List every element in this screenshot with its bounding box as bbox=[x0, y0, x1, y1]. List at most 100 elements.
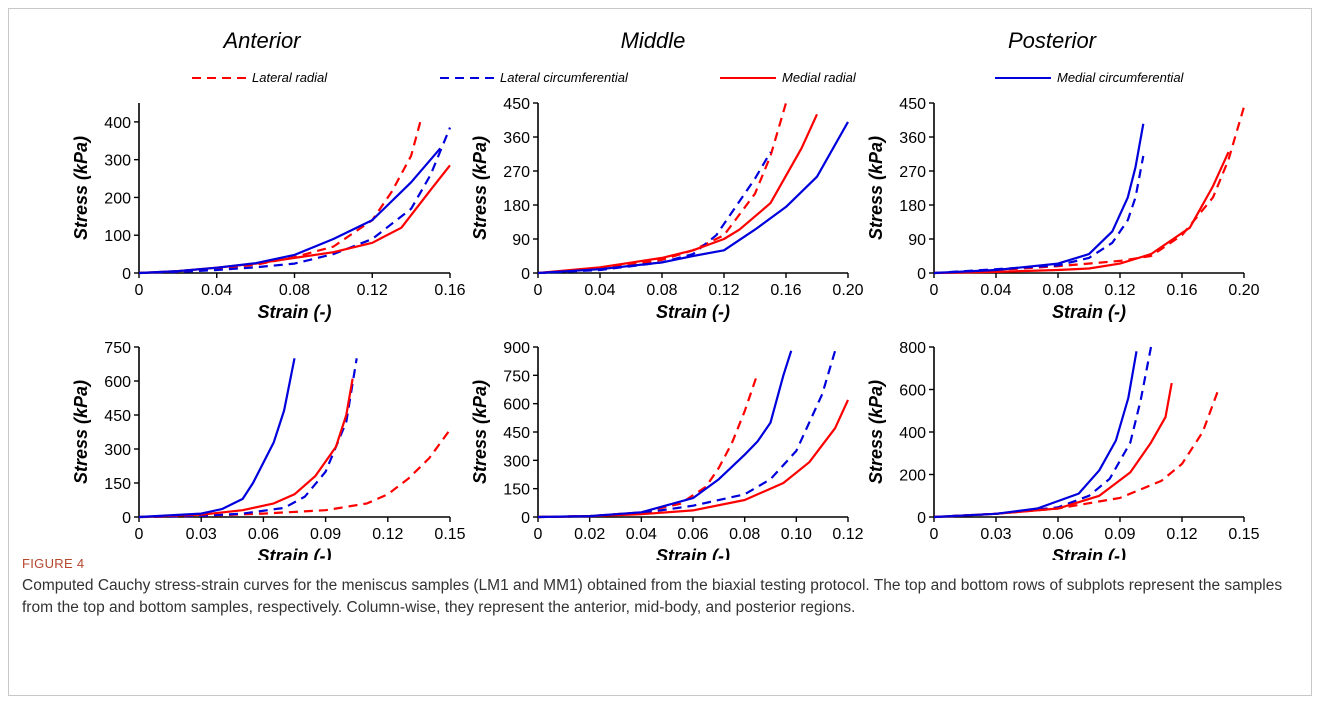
y-tick-label: 100 bbox=[104, 228, 131, 245]
y-tick-label: 600 bbox=[899, 383, 926, 400]
y-tick-label: 600 bbox=[104, 374, 131, 391]
series-line-medial-circumferential bbox=[933, 351, 1138, 519]
y-tick-label: 180 bbox=[503, 198, 530, 215]
series-line-medial-radial bbox=[537, 399, 850, 519]
y-tick-label: 300 bbox=[104, 153, 131, 170]
column-title-anterior: Anterior bbox=[221, 28, 302, 53]
y-axis-label: Stress (kPa) bbox=[866, 380, 886, 484]
series-line-lateral-radial bbox=[138, 119, 422, 275]
y-tick-label: 0 bbox=[521, 510, 530, 527]
y-tick-label: 900 bbox=[503, 340, 530, 357]
x-tick-label: 0.04 bbox=[626, 526, 657, 543]
chart-bottom-anterior: 0 0.03 0.06 0.09 0.12 0.15 0 150 300 450 600 750 Str… bbox=[71, 340, 466, 560]
series-line-lateral-radial bbox=[138, 429, 451, 519]
y-tick-label: 90 bbox=[512, 232, 530, 249]
y-tick-label: 270 bbox=[503, 164, 530, 181]
y-tick-label: 360 bbox=[503, 130, 530, 147]
stress-strain-figure: Anterior Middle Posterior Lateral radial La… bbox=[71, 28, 1260, 560]
series-line-lateral-circumferential bbox=[537, 151, 772, 275]
y-tick-label: 150 bbox=[503, 482, 530, 499]
x-tick-label: 0.12 bbox=[1104, 282, 1135, 299]
series-line-medial-radial bbox=[138, 378, 354, 519]
legend-label-medial-circumferential: Medial circumferential bbox=[1057, 70, 1185, 85]
y-tick-label: 800 bbox=[899, 340, 926, 357]
series-line-lateral-circumferential bbox=[537, 350, 837, 519]
x-tick-label: 0.12 bbox=[372, 526, 403, 543]
x-axis-label: Strain (-) bbox=[656, 546, 730, 560]
y-tick-label: 450 bbox=[104, 408, 131, 425]
x-tick-label: 0.04 bbox=[584, 282, 615, 299]
series-line-lateral-circumferential bbox=[933, 155, 1145, 275]
y-tick-label: 0 bbox=[917, 510, 926, 527]
y-tick-label: 200 bbox=[104, 190, 131, 207]
x-axis-label: Strain (-) bbox=[258, 546, 332, 560]
series-line-lateral-circumferential bbox=[138, 358, 358, 519]
series-line-medial-circumferential bbox=[933, 123, 1145, 275]
legend-label-lateral-circumferential: Lateral circumferential bbox=[500, 70, 629, 85]
chart-top-middle: 0 0.04 0.08 0.12 0.16 0.20 0 90 180 270 360 450 Stra… bbox=[470, 96, 864, 322]
x-tick-label: 0.06 bbox=[1042, 526, 1073, 543]
series-line-medial-circumferential bbox=[138, 147, 442, 275]
x-tick-label: 0 bbox=[135, 526, 144, 543]
column-titles: Anterior Middle Posterior bbox=[221, 28, 1097, 53]
y-tick-label: 750 bbox=[503, 368, 530, 385]
x-tick-label: 0.12 bbox=[832, 526, 863, 543]
series-line-medial-radial bbox=[933, 382, 1173, 519]
x-tick-label: 0 bbox=[930, 282, 939, 299]
x-tick-label: 0.15 bbox=[1228, 526, 1259, 543]
y-tick-label: 0 bbox=[521, 266, 530, 283]
x-tick-label: 0.16 bbox=[1166, 282, 1197, 299]
x-tick-label: 0.09 bbox=[1104, 526, 1135, 543]
x-tick-label: 0.06 bbox=[677, 526, 708, 543]
y-axis-label: Stress (kPa) bbox=[470, 136, 490, 240]
chart-top-posterior: 0 0.04 0.08 0.12 0.16 0.20 0 90 180 270 360 450 Stra… bbox=[866, 96, 1260, 322]
y-axis-label: Stress (kPa) bbox=[866, 136, 886, 240]
y-tick-label: 450 bbox=[503, 425, 530, 442]
y-tick-label: 90 bbox=[908, 232, 926, 249]
x-tick-label: 0 bbox=[534, 282, 543, 299]
x-tick-label: 0.12 bbox=[708, 282, 739, 299]
series-line-medial-circumferential bbox=[537, 350, 793, 519]
y-tick-label: 750 bbox=[104, 340, 131, 357]
x-tick-label: 0.16 bbox=[434, 282, 465, 299]
x-tick-label: 0 bbox=[135, 282, 144, 299]
figure-caption: FIGURE 4 Computed Cauchy stress-strain c… bbox=[22, 556, 1292, 619]
legend-label-lateral-radial: Lateral radial bbox=[252, 70, 328, 85]
caption-text: Computed Cauchy stress-strain curves for… bbox=[22, 577, 1283, 616]
figure-frame bbox=[8, 8, 1312, 696]
x-axis-label: Strain (-) bbox=[1052, 302, 1126, 322]
y-tick-label: 300 bbox=[503, 453, 530, 470]
x-tick-label: 0.08 bbox=[646, 282, 677, 299]
series-line-medial-radial bbox=[933, 151, 1230, 275]
y-axis-label: Stress (kPa) bbox=[71, 380, 91, 484]
y-tick-label: 400 bbox=[899, 425, 926, 442]
x-axis-label: Strain (-) bbox=[1052, 546, 1126, 560]
x-tick-label: 0.10 bbox=[781, 526, 812, 543]
x-tick-label: 0.08 bbox=[279, 282, 310, 299]
series-line-lateral-radial bbox=[933, 387, 1221, 519]
x-tick-label: 0 bbox=[534, 526, 543, 543]
y-tick-label: 450 bbox=[503, 96, 530, 113]
legend: Lateral radial Lateral circumferential Med… bbox=[192, 70, 1185, 85]
x-tick-label: 0.20 bbox=[832, 282, 863, 299]
column-title-posterior: Posterior bbox=[1008, 28, 1098, 53]
x-axis-label: Strain (-) bbox=[258, 302, 332, 322]
x-tick-label: 0.02 bbox=[574, 526, 605, 543]
x-tick-label: 0.15 bbox=[434, 526, 465, 543]
x-tick-label: 0.03 bbox=[980, 526, 1011, 543]
series-line-lateral-circumferential bbox=[933, 346, 1153, 519]
chart-top-anterior: 0 0.04 0.08 0.12 0.16 0 100 200 300 400 Strain (-)… bbox=[71, 103, 466, 322]
series-line-lateral-radial bbox=[933, 106, 1246, 275]
chart-bottom-posterior: 0 0.03 0.06 0.09 0.12 0.15 0 200 400 600 800 Strain… bbox=[866, 340, 1260, 560]
y-tick-label: 360 bbox=[899, 130, 926, 147]
x-tick-label: 0 bbox=[930, 526, 939, 543]
y-tick-label: 600 bbox=[503, 397, 530, 414]
series-line-medial-radial bbox=[537, 113, 819, 275]
y-axis-label: Stress (kPa) bbox=[470, 380, 490, 484]
y-tick-label: 180 bbox=[899, 198, 926, 215]
legend-label-medial-radial: Medial radial bbox=[782, 70, 857, 85]
y-axis-label: Stress (kPa) bbox=[71, 136, 91, 240]
series-line-medial-radial bbox=[138, 164, 451, 275]
column-title-middle: Middle bbox=[621, 28, 686, 53]
y-tick-label: 270 bbox=[899, 164, 926, 181]
